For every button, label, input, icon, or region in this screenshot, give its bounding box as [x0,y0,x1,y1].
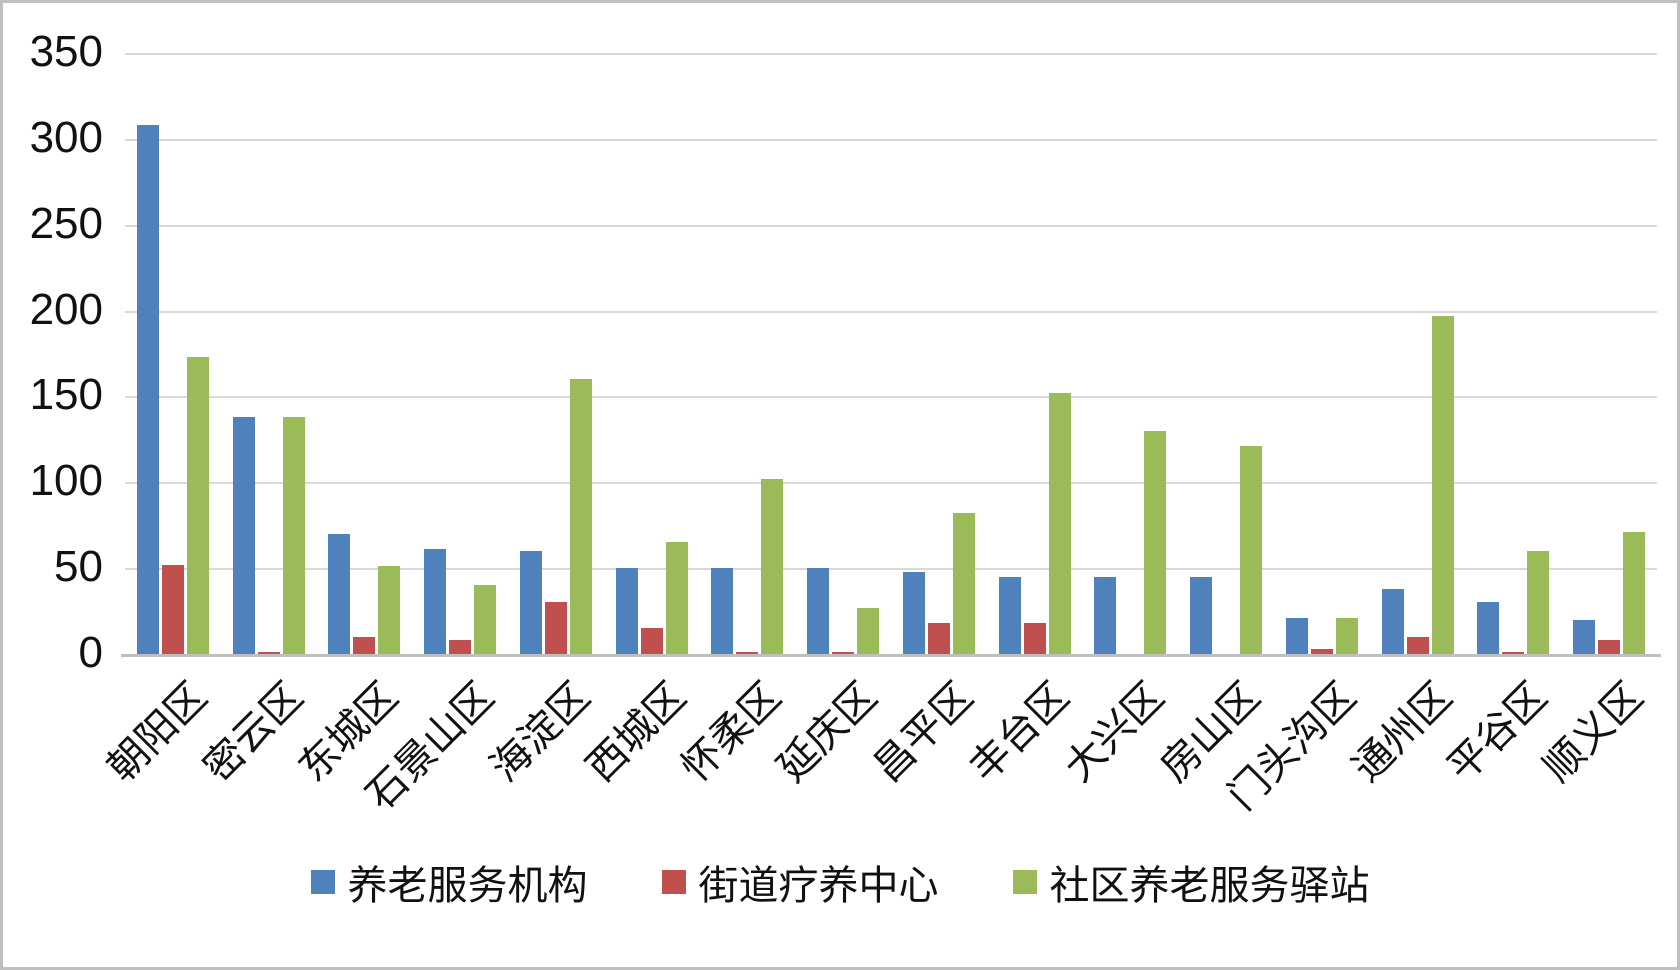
bar-养老服务机构 [519,550,542,654]
legend-item: 街道疗养中心 [661,853,939,911]
bar-街道疗养中心 [1502,652,1525,654]
bar-社区养老服务驿站 [378,566,401,654]
y-axis-tick-label: 150 [29,370,103,420]
bar-养老服务机构 [136,125,159,654]
bar-街道疗养中心 [1406,636,1429,654]
y-axis-tick-label: 350 [29,27,103,76]
bar-街道疗养中心 [640,628,663,654]
y-axis-tick-label: 50 [54,542,103,592]
bar-街道疗养中心 [544,602,567,654]
bar-街道疗养中心 [257,652,280,654]
bar-养老服务机构 [232,417,255,654]
bar-养老服务机构 [1285,617,1308,654]
legend-color-swatch [310,870,335,894]
x-axis-category-label: 延庆区 [768,673,886,791]
bar-社区养老服务驿站 [952,513,975,654]
bar-街道疗养中心 [1023,623,1046,654]
gridline [125,482,1657,485]
x-axis-category-label: 密云区 [194,673,312,791]
bar-街道疗养中心 [353,636,376,654]
bar-社区养老服务驿站 [569,379,592,654]
bar-社区养老服务驿站 [1240,446,1263,654]
legend-label: 养老服务机构 [347,863,588,908]
bar-社区养老服务驿站 [1527,550,1550,654]
bar-社区养老服务驿站 [282,417,305,654]
bar-街道疗养中心 [449,640,472,654]
bar-街道疗养中心 [1310,648,1333,654]
gridline [125,224,1657,227]
legend-color-swatch [661,870,686,894]
bar-养老服务机构 [1573,619,1596,654]
x-axis-category-label: 海淀区 [481,673,599,791]
bar-养老服务机构 [902,571,925,654]
bar-社区养老服务驿站 [665,542,688,654]
chart-legend: 养老服务机构 街道疗养中心 社区养老服务驿站 [3,853,1677,911]
y-axis-tick-label: 200 [29,284,103,334]
bar-养老服务机构 [1381,588,1404,654]
bar-养老服务机构 [1190,576,1213,654]
bar-街道疗养中心 [1598,640,1621,654]
bar-街道疗养中心 [832,652,855,654]
x-axis-category-label: 顺义区 [1534,673,1652,791]
gridline [125,138,1657,141]
x-axis-category-label: 丰台区 [960,673,1078,791]
bar-社区养老服务驿站 [1431,315,1454,654]
legend-label: 社区养老服务驿站 [1049,863,1370,908]
gridline [125,53,1657,55]
x-axis-category-label: 朝阳区 [98,673,216,791]
bar-社区养老服务驿站 [474,585,497,654]
x-axis-category-label: 怀柔区 [673,673,790,791]
gridline [125,396,1657,399]
legend-label: 街道疗养中心 [698,863,939,908]
bar-社区养老服务驿站 [1623,532,1646,654]
bar-社区养老服务驿站 [1335,617,1358,654]
x-axis-category-label: 平谷区 [1439,673,1556,791]
bar-社区养老服务驿站 [1144,430,1167,654]
y-axis-tick-label: 0 [78,628,103,677]
bar-养老服务机构 [998,576,1021,654]
y-axis-tick-label: 100 [29,456,103,506]
gridline [125,568,1657,571]
bar-养老服务机构 [807,568,830,654]
legend-color-swatch [1012,870,1037,894]
x-axis-line [121,654,1661,657]
gridline [125,310,1657,313]
bar-养老服务机构 [615,568,638,654]
bar-养老服务机构 [328,533,351,654]
bar-养老服务机构 [711,568,734,654]
bar-社区养老服务驿站 [857,607,880,654]
bar-社区养老服务驿站 [761,478,784,654]
bar-养老服务机构 [424,549,447,654]
bar-社区养老服务驿站 [1048,392,1071,654]
x-axis-category-label: 大兴区 [1056,673,1173,791]
bar-街道疗养中心 [927,623,950,654]
bar-社区养老服务驿站 [186,356,209,654]
x-axis-category-label: 通州区 [1343,673,1461,791]
plot-area: 0 50 100 150 200 250 300 350 朝阳区 密云区 东城区 石景山区 海淀区 西城区… [3,3,1677,967]
bar-街道疗养中心 [736,652,759,654]
y-axis-tick-label: 250 [29,198,103,248]
bar-养老服务机构 [1477,602,1500,654]
bar-养老服务机构 [1094,576,1117,654]
x-axis-category-label: 西城区 [577,673,695,791]
x-axis-category-label: 昌平区 [864,673,982,791]
legend-item: 养老服务机构 [310,853,588,911]
legend-item: 社区养老服务驿站 [1012,853,1370,911]
y-axis-tick-label: 300 [29,112,103,162]
bar-街道疗养中心 [161,564,184,654]
